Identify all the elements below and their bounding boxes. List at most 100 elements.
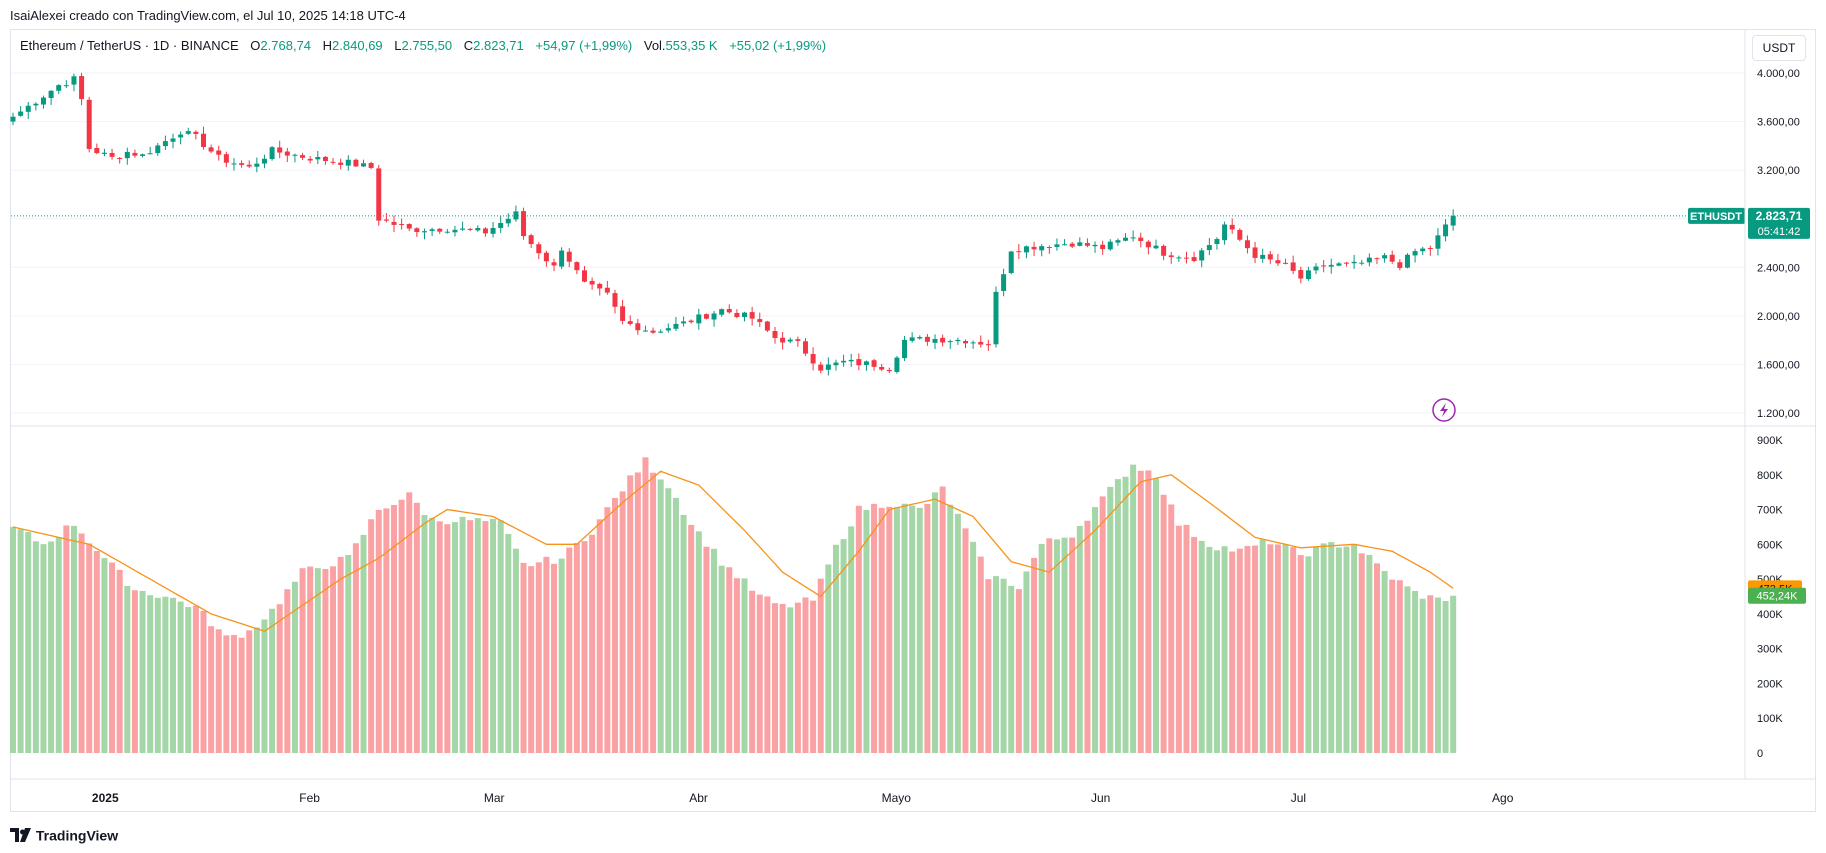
candle-body[interactable] [1206, 245, 1212, 251]
candle-body[interactable] [376, 168, 382, 221]
candle-body[interactable] [1153, 245, 1159, 249]
volume-bar[interactable] [1084, 520, 1091, 753]
volume-bar[interactable] [269, 608, 276, 753]
volume-bar[interactable] [208, 626, 215, 753]
candle-body[interactable] [231, 163, 237, 165]
volume-bar[interactable] [17, 529, 24, 753]
candle-body[interactable] [1298, 270, 1304, 279]
candle-body[interactable] [1138, 237, 1144, 241]
candle-body[interactable] [665, 328, 671, 331]
volume-bar[interactable] [467, 520, 474, 753]
volume-bar[interactable] [1160, 494, 1167, 753]
candle-body[interactable] [543, 252, 549, 262]
candle-body[interactable] [1382, 255, 1388, 259]
candle-body[interactable] [1389, 254, 1395, 262]
candle-body[interactable] [772, 331, 778, 338]
volume-bar[interactable] [70, 525, 77, 753]
volume-bar[interactable] [855, 505, 862, 753]
volume-bar[interactable] [1343, 546, 1350, 753]
candle-body[interactable] [1123, 237, 1129, 241]
candle-body[interactable] [1183, 257, 1189, 259]
volume-bar[interactable] [1236, 548, 1243, 753]
volume-bar[interactable] [78, 533, 85, 753]
candle-body[interactable] [1001, 274, 1007, 291]
volume-bar[interactable] [109, 562, 116, 753]
volume-bar[interactable] [223, 635, 230, 753]
volume-bar[interactable] [1358, 553, 1365, 753]
volume-bar[interactable] [871, 503, 878, 753]
candle-body[interactable] [1092, 244, 1098, 247]
candle-body[interactable] [1161, 245, 1167, 256]
candle-body[interactable] [1313, 266, 1319, 271]
volume-bar[interactable] [413, 502, 420, 753]
candle-body[interactable] [94, 147, 100, 154]
volume-bar[interactable] [642, 457, 649, 753]
volume-bar[interactable] [360, 534, 367, 753]
volume-bar[interactable] [276, 604, 283, 753]
candle-body[interactable] [345, 159, 351, 166]
candle-body[interactable] [1244, 240, 1250, 249]
volume-bar[interactable] [25, 532, 32, 753]
volume-bar[interactable] [1031, 557, 1038, 753]
candle-body[interactable] [1145, 241, 1151, 248]
candle-body[interactable] [1275, 260, 1281, 264]
volume-bar[interactable] [1381, 571, 1388, 753]
candle-body[interactable] [399, 224, 405, 226]
candle-body[interactable] [246, 164, 252, 167]
volume-bar[interactable] [398, 499, 405, 753]
candle-body[interactable] [902, 339, 908, 359]
volume-bar[interactable] [1000, 578, 1007, 753]
candle-body[interactable] [1054, 244, 1060, 247]
currency-button[interactable]: USDT [1752, 35, 1806, 61]
candle-body[interactable] [650, 330, 656, 333]
candle-body[interactable] [277, 147, 283, 153]
candle-body[interactable] [513, 211, 519, 220]
volume-bar[interactable] [345, 555, 352, 753]
candle-body[interactable] [1168, 255, 1174, 258]
candle-body[interactable] [559, 250, 565, 267]
candle-body[interactable] [1115, 240, 1121, 243]
candle-body[interactable] [452, 229, 458, 233]
candle-body[interactable] [978, 341, 984, 345]
volume-bar[interactable] [124, 585, 131, 753]
volume-bar[interactable] [337, 556, 344, 753]
candle-body[interactable] [642, 330, 648, 332]
candle-body[interactable] [894, 357, 900, 372]
candle-body[interactable] [63, 85, 69, 87]
candle-body[interactable] [528, 235, 534, 245]
volume-bar[interactable] [101, 558, 108, 753]
candle-body[interactable] [261, 158, 267, 164]
volume-bar[interactable] [429, 517, 436, 753]
volume-bar[interactable] [1282, 544, 1289, 753]
candle-body[interactable] [444, 231, 450, 233]
candle-body[interactable] [368, 163, 374, 168]
volume-bar[interactable] [1274, 544, 1281, 753]
candle-body[interactable] [749, 312, 755, 319]
volume-bar[interactable] [1259, 539, 1266, 753]
candle-body[interactable] [963, 340, 968, 344]
volume-bar[interactable] [1122, 476, 1129, 753]
volume-bar[interactable] [954, 513, 961, 753]
volume-bar[interactable] [48, 541, 55, 753]
candle-body[interactable] [787, 339, 793, 342]
volume-bar[interactable] [1038, 543, 1045, 753]
candle-body[interactable] [757, 319, 763, 323]
volume-bar[interactable] [1015, 589, 1022, 753]
candle-body[interactable] [284, 151, 290, 156]
candle-body[interactable] [1267, 254, 1273, 260]
volume-bar[interactable] [962, 528, 969, 753]
candle-body[interactable] [178, 134, 184, 138]
candle-body[interactable] [1062, 244, 1068, 246]
volume-bar[interactable] [840, 539, 847, 753]
candle-body[interactable] [719, 309, 725, 315]
candle-body[interactable] [1435, 235, 1441, 249]
candle-body[interactable] [71, 76, 77, 85]
volume-bar[interactable] [977, 556, 984, 753]
volume-bar[interactable] [1206, 546, 1213, 753]
candle-body[interactable] [1046, 247, 1052, 249]
candle-body[interactable] [1130, 237, 1136, 239]
candle-body[interactable] [947, 341, 953, 343]
volume-bar[interactable] [436, 521, 443, 753]
volume-bar[interactable] [566, 547, 573, 753]
volume-bar[interactable] [825, 564, 832, 753]
